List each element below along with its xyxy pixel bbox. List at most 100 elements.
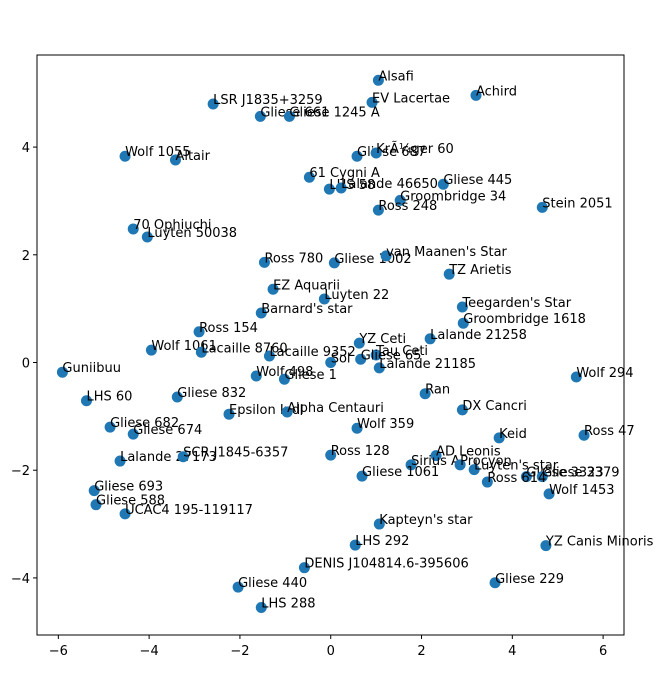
point-label: Teegarden's Star bbox=[461, 296, 571, 311]
point bbox=[456, 301, 468, 313]
point-label: Gliese 588 bbox=[96, 494, 165, 509]
point bbox=[104, 421, 116, 433]
point bbox=[114, 455, 126, 467]
point-label: Gliese 1 bbox=[284, 368, 336, 383]
point bbox=[318, 293, 330, 305]
point-label: TZ Arietis bbox=[448, 263, 512, 278]
point-label: Alpha Centauri bbox=[287, 401, 384, 416]
point bbox=[267, 283, 279, 295]
point bbox=[127, 428, 139, 440]
point-label: Luyten's star bbox=[474, 459, 559, 474]
point-label: EZ Aquarii bbox=[273, 278, 340, 293]
point bbox=[543, 488, 555, 500]
point-label: Gliese 229 bbox=[495, 572, 564, 587]
point bbox=[520, 471, 532, 483]
point bbox=[373, 362, 385, 374]
point bbox=[349, 539, 361, 551]
point bbox=[540, 540, 552, 552]
point-label: Groombridge 34 bbox=[400, 189, 506, 204]
point bbox=[223, 408, 235, 420]
point-label: Guniibuu bbox=[62, 361, 121, 376]
point bbox=[90, 499, 102, 511]
point bbox=[88, 485, 100, 497]
point-label: LHS 292 bbox=[355, 534, 409, 549]
point bbox=[470, 89, 482, 101]
point-label: YZ Ceti bbox=[358, 332, 406, 347]
point bbox=[119, 150, 131, 162]
point-label: Wolf 294 bbox=[576, 366, 633, 381]
point-label: Wolf 359 bbox=[357, 417, 414, 432]
point bbox=[258, 256, 270, 268]
point bbox=[380, 250, 392, 262]
point bbox=[323, 183, 335, 195]
point-label: Gliese 440 bbox=[238, 576, 307, 591]
point-label: Gliese 445 bbox=[443, 173, 512, 188]
x-tick-label: 0 bbox=[327, 644, 335, 659]
point bbox=[457, 317, 469, 329]
point bbox=[405, 459, 417, 471]
point bbox=[493, 432, 505, 444]
point bbox=[283, 110, 295, 122]
point bbox=[578, 429, 590, 441]
y-tick-label: 4 bbox=[22, 141, 30, 156]
x-tick-label: −4 bbox=[140, 644, 159, 659]
point-label: YZ Canis Minoris bbox=[545, 535, 654, 550]
point bbox=[193, 326, 205, 338]
point bbox=[254, 110, 266, 122]
point-label: Lalande 21258 bbox=[430, 328, 527, 343]
plot-frame bbox=[36, 54, 625, 636]
point bbox=[370, 349, 382, 361]
point-label: Ross 47 bbox=[584, 424, 635, 439]
point-label: Gliese 682 bbox=[110, 416, 179, 431]
point bbox=[353, 337, 365, 349]
point bbox=[177, 451, 189, 463]
point bbox=[370, 147, 382, 159]
point bbox=[372, 204, 384, 216]
point bbox=[169, 154, 181, 166]
point bbox=[255, 307, 267, 319]
point bbox=[141, 231, 153, 243]
point bbox=[570, 371, 582, 383]
point bbox=[424, 333, 436, 345]
point-label: Lalande 21185 bbox=[379, 357, 476, 372]
point-label: KrÃ¼ger 60 bbox=[376, 141, 454, 157]
point-label: 61 Cygni A bbox=[309, 166, 380, 181]
point bbox=[171, 391, 183, 403]
point bbox=[351, 150, 363, 162]
point-label: Lalande 46650 bbox=[341, 177, 438, 192]
point-label: Stein 2051 bbox=[542, 196, 612, 211]
point-label: 70 Ophiuchi bbox=[133, 218, 211, 233]
x-tick-label: −2 bbox=[230, 644, 249, 659]
point bbox=[481, 476, 493, 488]
point-label: Alsafi bbox=[378, 69, 413, 84]
point bbox=[56, 366, 68, 378]
point-label: Gliese 674 bbox=[133, 423, 202, 438]
point-label: Barnard's star bbox=[261, 302, 353, 317]
point-label: AD Leonis bbox=[436, 445, 501, 460]
point-label: Gliese 1245 A bbox=[289, 105, 379, 120]
y-tick-label: −2 bbox=[11, 464, 30, 479]
point bbox=[207, 98, 219, 110]
point bbox=[335, 182, 347, 194]
point-label: Wolf 1453 bbox=[549, 483, 614, 498]
point bbox=[443, 268, 455, 280]
point-label: Sol bbox=[331, 352, 351, 367]
y-tick-label: 2 bbox=[22, 249, 30, 264]
point-label: Lalande 27173 bbox=[120, 450, 217, 465]
point bbox=[80, 395, 92, 407]
point-label: Keid bbox=[499, 427, 527, 442]
point-label: Ross 154 bbox=[199, 321, 258, 336]
point-label: Gliese 661 bbox=[260, 105, 329, 120]
point-label: Ross 780 bbox=[264, 251, 323, 266]
point bbox=[437, 178, 449, 190]
point bbox=[366, 96, 378, 108]
point bbox=[456, 404, 468, 416]
point bbox=[373, 518, 385, 530]
point-label: Ran bbox=[425, 383, 450, 398]
point-label: Kapteyn's star bbox=[379, 513, 473, 528]
point-label: Gliese 693 bbox=[94, 480, 163, 495]
point-label: LSR J1835+3259 bbox=[213, 93, 323, 108]
point-label: Lacaille 9352 bbox=[269, 345, 355, 360]
point bbox=[278, 373, 290, 385]
point bbox=[255, 602, 267, 614]
